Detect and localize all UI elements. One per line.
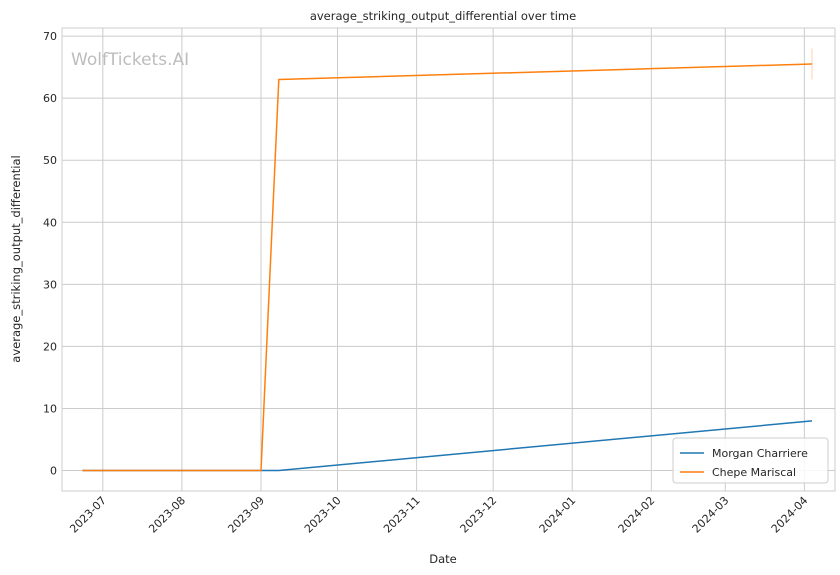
y-tick-label: 70 (43, 30, 57, 43)
chart-title: average_striking_output_differential ove… (310, 9, 576, 23)
y-axis: 0 10 20 30 40 50 60 70 (43, 30, 57, 477)
legend: Morgan Charriere Chepe Mariscal (672, 437, 829, 484)
series-line-chepe-mariscal (82, 63, 813, 472)
y-tick-label: 10 (43, 402, 57, 415)
y-tick-label: 50 (43, 154, 57, 167)
y-tick-label: 20 (43, 340, 57, 353)
legend-box (672, 437, 829, 484)
y-tick-label: 60 (43, 92, 57, 105)
legend-label-morgan-charriere: Morgan Charriere (712, 447, 808, 460)
x-axis-title: Date (429, 552, 457, 566)
watermark-text: WolfTickets.AI (71, 50, 189, 70)
series-lines (82, 48, 813, 472)
legend-label-chepe-mariscal: Chepe Mariscal (712, 466, 796, 479)
y-tick-label: 40 (43, 216, 57, 229)
grid-lines (62, 28, 835, 491)
y-axis-title: average_striking_output_differential (9, 155, 23, 362)
plot-area (61, 27, 836, 492)
y-tick-label: 30 (43, 278, 57, 291)
y-tick-label: 0 (50, 465, 57, 478)
